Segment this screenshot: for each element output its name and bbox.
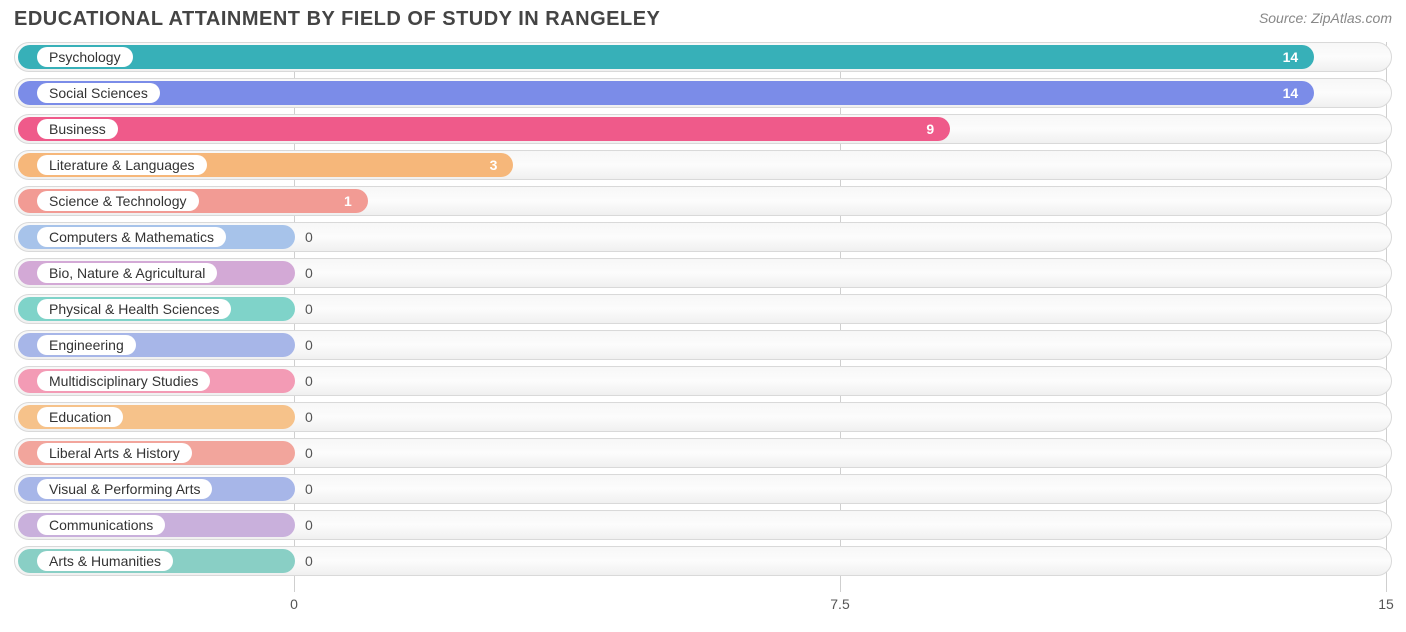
category-label: Education bbox=[37, 407, 123, 427]
category-label: Business bbox=[37, 119, 118, 139]
category-label: Engineering bbox=[37, 335, 136, 355]
value-label: 0 bbox=[305, 481, 313, 497]
category-label: Arts & Humanities bbox=[37, 551, 173, 571]
category-label: Bio, Nature & Agricultural bbox=[37, 263, 217, 283]
value-label: 0 bbox=[305, 373, 313, 389]
value-label: 1 bbox=[344, 193, 352, 209]
bar-row: Psychology 14 bbox=[14, 42, 1392, 72]
bar-row: Education 0 bbox=[14, 402, 1392, 432]
bar-fill bbox=[18, 117, 950, 141]
category-label: Literature & Languages bbox=[37, 155, 207, 175]
chart-area: Psychology 14 Social Sciences 14 Business 9 Li… bbox=[14, 42, 1392, 618]
value-label: 0 bbox=[305, 301, 313, 317]
category-label: Physical & Health Sciences bbox=[37, 299, 231, 319]
bar-row: Business 9 bbox=[14, 114, 1392, 144]
category-label: Visual & Performing Arts bbox=[37, 479, 212, 499]
bar-row: Social Sciences 14 bbox=[14, 78, 1392, 108]
value-label: 14 bbox=[1283, 85, 1299, 101]
category-label: Communications bbox=[37, 515, 165, 535]
bar-row: Arts & Humanities 0 bbox=[14, 546, 1392, 576]
chart-title: EDUCATIONAL ATTAINMENT BY FIELD OF STUDY… bbox=[14, 8, 660, 31]
bar-row: Physical & Health Sciences 0 bbox=[14, 294, 1392, 324]
x-tick-label: 7.5 bbox=[830, 596, 849, 612]
bar-row: Multidisciplinary Studies 0 bbox=[14, 366, 1392, 396]
x-tick-label: 15 bbox=[1378, 596, 1394, 612]
bar-row: Literature & Languages 3 bbox=[14, 150, 1392, 180]
x-axis: 0 7.5 15 bbox=[14, 592, 1392, 618]
value-label: 14 bbox=[1283, 49, 1299, 65]
source-attribution: Source: ZipAtlas.com bbox=[1259, 10, 1392, 26]
value-label: 9 bbox=[926, 121, 934, 137]
value-label: 0 bbox=[305, 265, 313, 281]
plot-area: Psychology 14 Social Sciences 14 Business 9 Li… bbox=[14, 42, 1392, 592]
value-label: 0 bbox=[305, 337, 313, 353]
value-label: 0 bbox=[305, 553, 313, 569]
value-label: 0 bbox=[305, 409, 313, 425]
bar-row: Engineering 0 bbox=[14, 330, 1392, 360]
category-label: Multidisciplinary Studies bbox=[37, 371, 210, 391]
bar-fill bbox=[18, 45, 1314, 69]
value-label: 0 bbox=[305, 229, 313, 245]
bar-row: Bio, Nature & Agricultural 0 bbox=[14, 258, 1392, 288]
value-label: 0 bbox=[305, 445, 313, 461]
bar-fill bbox=[18, 81, 1314, 105]
bar-row: Science & Technology 1 bbox=[14, 186, 1392, 216]
category-label: Social Sciences bbox=[37, 83, 160, 103]
category-label: Liberal Arts & History bbox=[37, 443, 192, 463]
bar-row: Computers & Mathematics 0 bbox=[14, 222, 1392, 252]
category-label: Science & Technology bbox=[37, 191, 199, 211]
value-label: 3 bbox=[490, 157, 498, 173]
x-tick-label: 0 bbox=[290, 596, 298, 612]
value-label: 0 bbox=[305, 517, 313, 533]
category-label: Computers & Mathematics bbox=[37, 227, 226, 247]
bar-row: Communications 0 bbox=[14, 510, 1392, 540]
category-label: Psychology bbox=[37, 47, 133, 67]
bar-row: Liberal Arts & History 0 bbox=[14, 438, 1392, 468]
bar-row: Visual & Performing Arts 0 bbox=[14, 474, 1392, 504]
